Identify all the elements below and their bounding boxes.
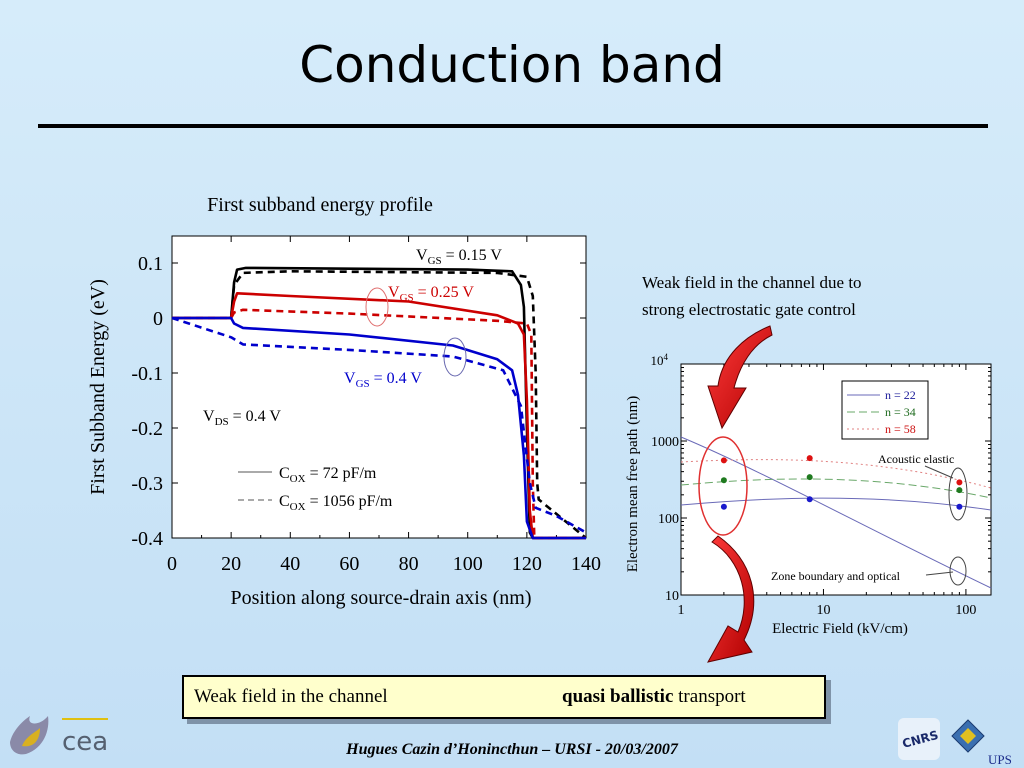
chart2-data-point — [806, 496, 813, 503]
chart2-acoustic-leader — [924, 465, 954, 479]
highlight-ellipse-blue — [443, 337, 467, 377]
arrow-bottom-icon — [707, 535, 755, 663]
chart1-series-line-1 — [172, 270, 587, 540]
legend-cox-72: COX = 72 pF/m — [279, 465, 377, 485]
chart2-low-field-ellipse — [698, 436, 748, 536]
chart1-x-tick-label: 120 — [512, 553, 542, 575]
chart2-legend-n22: n = 22 — [885, 388, 916, 402]
chart2-x-tick-label: 100 — [955, 603, 976, 618]
cea-logo-bar — [62, 718, 108, 720]
title-underline — [38, 124, 988, 128]
chart2-curves — [680, 436, 992, 589]
chart1-series — [171, 266, 587, 540]
ups-logo-icon — [951, 719, 985, 753]
side-note-line-2: strong electrostatic gate control — [642, 300, 856, 319]
cnrs-logo: CNRS — [898, 718, 940, 760]
chart2-optical-ellipse — [949, 556, 967, 586]
chart1-y-tick-label: 0.1 — [138, 253, 163, 275]
vgs-015-label: VGS = 0.15 V — [416, 247, 502, 267]
chart2-data-point — [720, 503, 727, 510]
chart2-legend-box — [841, 380, 929, 440]
chart2-x-axis-label: Electric Field (kV/cm) — [772, 621, 908, 637]
chart2-y-tick-label: 1000 — [651, 435, 679, 450]
chart1-y-tick-label: -0.2 — [131, 418, 163, 440]
chart2-x-tick-label: 1 — [678, 603, 685, 618]
chart2-data-point — [806, 455, 813, 462]
chart1-x-tick-label: 40 — [280, 553, 300, 575]
conclusion-banner: Weak field in the channel quasi ballisti… — [182, 675, 826, 719]
vgs-025-label: VGS = 0.25 V — [388, 284, 474, 304]
chart2-y-axis-label: Electron mean free path (nm) — [625, 396, 641, 573]
chart2-data-point — [956, 479, 963, 486]
left-flame-logo — [10, 716, 49, 755]
chart1-series-line-3 — [172, 308, 586, 540]
chart2-legend-n58: n = 58 — [885, 422, 916, 436]
chart1-series-line-4 — [172, 316, 586, 540]
slide-title: Conduction band — [299, 36, 725, 94]
chart1-x-tick-labels: 0 20 40 60 80 100 120 140 — [167, 553, 601, 575]
slide-footer: Hugues Cazin d’Honincthun – URSI - 20/03… — [346, 741, 678, 758]
chart2-y-tick-labels: 10 100 1000 — [651, 435, 679, 604]
chart2-y-tick-label: 10 — [665, 589, 679, 604]
chart1-x-tick-label: 80 — [399, 553, 419, 575]
chart2-data-point — [720, 457, 727, 464]
side-note-line-1: Weak field in the channel due to — [642, 273, 862, 292]
banner-bold-text: quasi ballistic — [562, 686, 674, 707]
ups-logo-text: UPS — [988, 752, 1012, 767]
chart1-y-tick-label: -0.1 — [131, 363, 163, 385]
chart1-x-tick-label: 60 — [339, 553, 359, 575]
chart2-data-point — [806, 474, 813, 481]
chart2-zone-label: Zone boundary and optical — [771, 569, 901, 583]
chart1-y-tick-label: 0 — [153, 308, 163, 330]
chart1-x-tick-label: 100 — [453, 553, 483, 575]
chart1-y-tick-label: -0.3 — [131, 473, 163, 495]
chart2-data-point — [720, 477, 727, 484]
chart2-curve-n22 — [680, 497, 992, 511]
cea-logo: cea — [62, 727, 108, 757]
chart2-legend-n34: n = 34 — [885, 405, 916, 419]
banner-left-text: Weak field in the channel — [194, 686, 388, 707]
chart2-y-tick-label: 100 — [658, 512, 679, 527]
chart2-y-top-label: 104 — [651, 352, 669, 368]
chart1-series-line-5 — [171, 316, 587, 534]
banner-right-text: quasi ballistic transport — [562, 686, 746, 708]
chart2-curve-n34 — [680, 478, 992, 499]
chart2-data-point — [956, 487, 963, 494]
chart2-zone-leader — [925, 571, 954, 576]
chart1-x-tick-label: 0 — [167, 553, 177, 575]
chart2-acoustic-label: Acoustic elastic — [878, 452, 954, 466]
vds-label: VDS = 0.4 V — [203, 408, 281, 428]
chart2-data-point — [956, 503, 963, 510]
chart2-curve-n22-decay — [680, 436, 992, 589]
chart2-high-field-ellipse — [948, 467, 968, 521]
banner-transport-text: transport — [678, 686, 746, 707]
chart2-zone-label-bg — [768, 567, 928, 584]
chart2-x-tick-labels: 1 10 100 — [678, 603, 977, 618]
chart1-ticks — [171, 236, 587, 539]
chart1-x-axis-label: Position along source-drain axis (nm) — [230, 587, 531, 609]
vgs-04-label: VGS = 0.4 V — [344, 370, 422, 390]
chart1-x-tick-label: 20 — [221, 553, 241, 575]
legend-cox-1056: COX = 1056 pF/m — [279, 493, 393, 513]
chart1-x-tick-label: 140 — [571, 553, 601, 575]
highlight-ellipse-red — [365, 287, 389, 327]
chart1-title: First subband energy profile — [207, 194, 433, 216]
chart1-y-tick-labels: 0.1 0 -0.1 -0.2 -0.3 -0.4 — [131, 253, 163, 550]
chart1-series-line-2 — [172, 292, 586, 540]
chart2-points — [720, 455, 963, 510]
chart2-ticks — [680, 364, 991, 596]
chart2-x-tick-label: 10 — [816, 603, 830, 618]
arrow-top-icon — [707, 325, 773, 430]
chart1-y-axis-label: First Subband Energy (eV) — [87, 279, 109, 495]
chart1-y-tick-label: -0.4 — [131, 528, 163, 550]
